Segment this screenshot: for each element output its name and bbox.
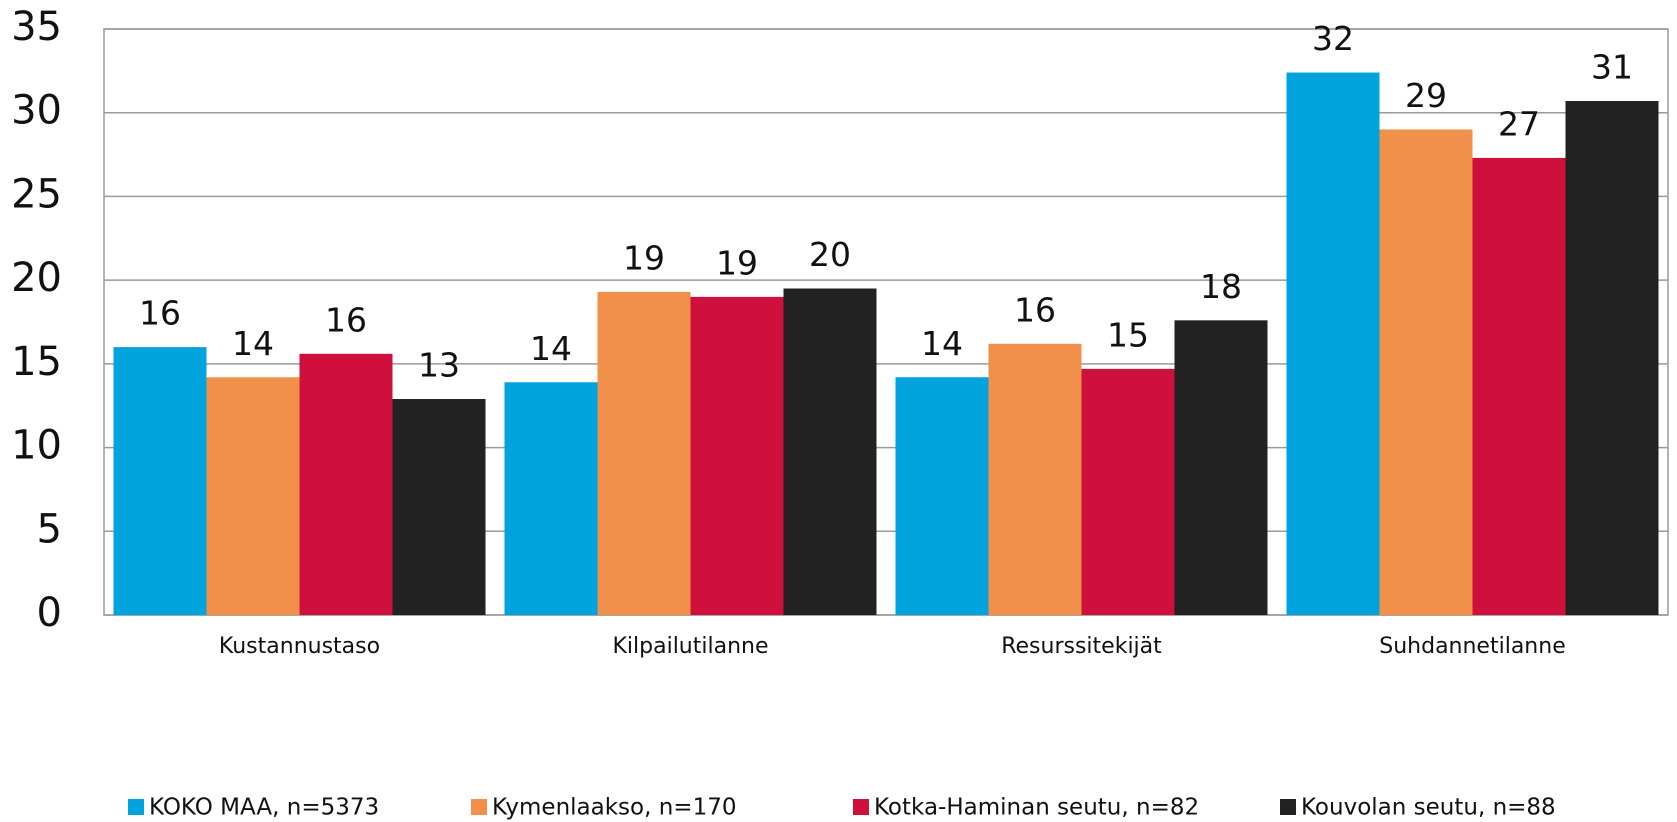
bar [597,291,691,615]
data-label: 27 [1498,104,1540,143]
y-tick-label: 25 [11,171,62,217]
bar [783,288,877,615]
bar [895,377,989,615]
legend-label: Kouvolan seutu, n=88 [1301,795,1556,821]
data-label: 19 [716,243,758,282]
data-label: 13 [418,346,460,385]
legend-label: Kotka-Haminan seutu, n=82 [874,795,1199,821]
bar [1286,72,1380,615]
bar [299,353,393,615]
x-tick-label: Suhdannetilanne [1379,634,1565,659]
bar [988,343,1082,615]
y-tick-label: 0 [37,590,62,636]
data-label: 18 [1200,267,1242,306]
legend-swatch [471,799,487,815]
data-label: 32 [1312,19,1354,58]
data-label: 15 [1107,315,1149,354]
data-label: 19 [623,238,665,277]
x-tick-label: Kustannustaso [219,634,380,659]
y-tick-label: 15 [11,339,62,385]
bar [504,382,598,615]
bar [1472,157,1566,616]
legend-label: KOKO MAA, n=5373 [149,795,379,821]
data-label: 14 [232,324,274,363]
data-label: 14 [530,329,572,368]
bar [206,377,300,615]
data-label: 16 [1014,290,1056,329]
y-tick-label: 30 [11,88,62,134]
legend-swatch [853,799,869,815]
y-tick-label: 10 [11,423,62,469]
x-tick-label: Kilpailutilanne [612,634,768,659]
data-label: 16 [325,300,367,339]
data-label: 20 [809,235,851,274]
legend-label: Kymenlaakso, n=170 [492,795,736,821]
bar [1081,368,1175,615]
data-label: 31 [1591,47,1633,86]
bar [1565,100,1659,616]
plot-frame [103,28,1669,616]
bar [1174,320,1268,615]
legend-swatch [1280,799,1296,815]
data-label: 14 [921,324,963,363]
bar [392,399,486,615]
bar [113,347,207,615]
y-tick-label: 5 [37,506,62,552]
y-tick-label: 35 [11,4,62,50]
data-label: 16 [139,294,181,333]
y-tick-label: 20 [11,255,62,301]
legend-swatch [128,799,144,815]
bar [1379,129,1473,615]
x-tick-label: Resurssitekijät [1001,634,1162,659]
data-label: 29 [1405,76,1447,115]
bar [690,296,784,615]
